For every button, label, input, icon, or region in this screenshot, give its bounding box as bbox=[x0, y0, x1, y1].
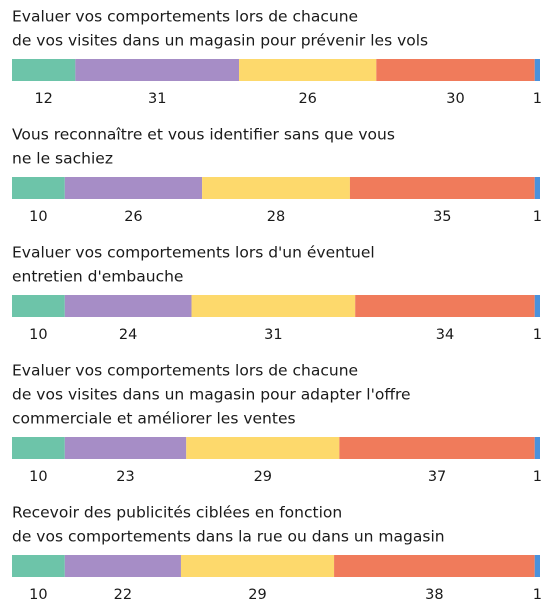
value-label: 1 bbox=[533, 209, 542, 225]
row-title: de vos comportements dans la rue ou dans… bbox=[12, 528, 445, 546]
value-label: 29 bbox=[248, 587, 266, 603]
row-title: Evaluer vos comportements lors de chacun… bbox=[12, 8, 358, 26]
value-label: 10 bbox=[29, 587, 47, 603]
value-label: 26 bbox=[124, 209, 142, 225]
bar-segment bbox=[349, 177, 535, 199]
value-label: 1 bbox=[533, 587, 542, 603]
row-title: ne le sachiez bbox=[12, 150, 113, 168]
row-title: entretien d'embauche bbox=[12, 268, 183, 286]
bar-segment bbox=[355, 295, 535, 317]
bar-segment bbox=[75, 59, 240, 81]
row-title: de vos visites dans un magasin pour prév… bbox=[12, 32, 428, 50]
bar-segment bbox=[534, 59, 540, 81]
value-label: 35 bbox=[433, 209, 451, 225]
bar-segment bbox=[180, 555, 335, 577]
value-label: 30 bbox=[446, 91, 464, 107]
value-label: 1 bbox=[533, 91, 542, 107]
value-label: 10 bbox=[29, 327, 47, 343]
bar-segment bbox=[239, 59, 377, 81]
bar-segment bbox=[12, 177, 65, 199]
bar-segment bbox=[12, 437, 65, 459]
bar-segment bbox=[339, 437, 535, 459]
bar-segment bbox=[191, 295, 356, 317]
bar-segment bbox=[64, 437, 187, 459]
bar-segment bbox=[12, 295, 65, 317]
bar-segment bbox=[64, 177, 203, 199]
value-label: 1 bbox=[533, 327, 542, 343]
bar-segment bbox=[64, 295, 192, 317]
row-title: Recevoir des publicités ciblées en fonct… bbox=[12, 504, 342, 522]
value-label: 37 bbox=[428, 469, 446, 485]
bar-segment bbox=[534, 437, 540, 459]
row-title: Evaluer vos comportements lors de chacun… bbox=[12, 362, 358, 380]
value-label: 23 bbox=[116, 469, 134, 485]
row-title: Evaluer vos comportements lors d'un éven… bbox=[12, 244, 375, 262]
bar-segment bbox=[64, 555, 181, 577]
bar-segment bbox=[376, 59, 535, 81]
row-title: Vous reconnaître et vous identifier sans… bbox=[12, 126, 395, 144]
value-label: 26 bbox=[298, 91, 316, 107]
bar-segment bbox=[12, 59, 76, 81]
value-label: 1 bbox=[533, 469, 542, 485]
bar-segment bbox=[534, 177, 540, 199]
value-label: 10 bbox=[29, 469, 47, 485]
row-title: de vos visites dans un magasin pour adap… bbox=[12, 386, 411, 404]
bar-segment bbox=[534, 555, 540, 577]
bar-segment bbox=[186, 437, 340, 459]
bar-segment bbox=[12, 555, 65, 577]
bar-segment bbox=[202, 177, 350, 199]
value-label: 31 bbox=[264, 327, 282, 343]
value-label: 28 bbox=[267, 209, 285, 225]
value-label: 22 bbox=[114, 587, 132, 603]
value-label: 29 bbox=[254, 469, 272, 485]
bar-segment bbox=[534, 295, 540, 317]
value-label: 24 bbox=[119, 327, 137, 343]
value-label: 38 bbox=[425, 587, 443, 603]
value-label: 31 bbox=[148, 91, 166, 107]
row-title: commerciale et améliorer les ventes bbox=[12, 410, 296, 428]
value-label: 10 bbox=[29, 209, 47, 225]
bar-segment bbox=[334, 555, 535, 577]
value-label: 12 bbox=[34, 91, 52, 107]
value-label: 34 bbox=[436, 327, 454, 343]
